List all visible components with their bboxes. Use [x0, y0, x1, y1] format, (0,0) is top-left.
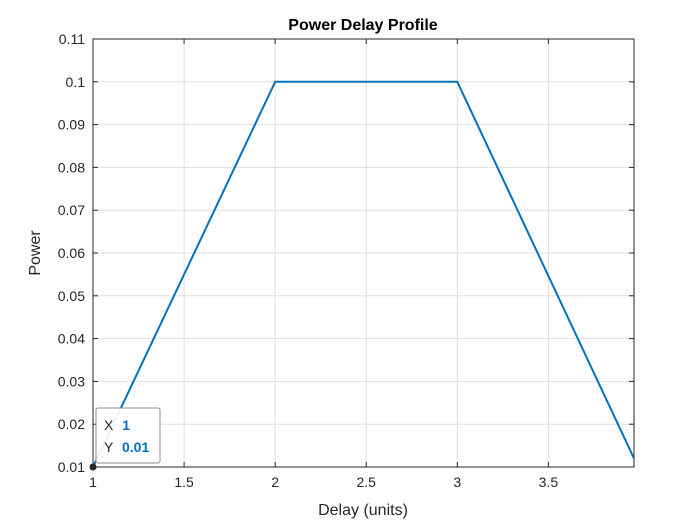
y-tick-label: 0.01: [58, 459, 85, 475]
data-tip-marker[interactable]: [89, 463, 97, 471]
y-tick-label: 0.1: [66, 74, 86, 90]
series-layer: [92, 80, 635, 468]
data-tip-box: [95, 407, 161, 464]
x-axis-label: Delay (units): [318, 502, 408, 519]
y-tick-label: 0.04: [58, 331, 85, 347]
data-tip-y-value: 0.01: [122, 439, 149, 455]
y-tick-label: 0.11: [59, 31, 85, 47]
data-tip-x-row: X 1: [104, 417, 130, 433]
data-tip[interactable]: X 1 Y 0.01: [89, 407, 161, 471]
x-tick-label: 3.5: [539, 474, 559, 490]
data-tip-x-label: X: [104, 417, 114, 433]
y-tick-label: 0.09: [58, 117, 85, 133]
x-tick-label: 2.5: [356, 474, 376, 490]
y-tick-label: 0.08: [58, 159, 85, 175]
x-tick-label: 1: [89, 474, 97, 490]
y-tick-label: 0.03: [58, 373, 85, 389]
data-tip-x-value: 1: [122, 417, 130, 433]
y-tick-label: 0.07: [58, 202, 85, 218]
y-tick-label: 0.05: [58, 288, 85, 304]
y-tick-label: 0.02: [58, 416, 85, 432]
axis-ticks: 1 1.5 2 2.5 3 3.5 0.01 0.02 0.03 0.04 0.05 0.06 0.07…: [58, 31, 634, 490]
series-line: [92, 80, 635, 468]
data-tip-y-label: Y: [104, 439, 114, 455]
data-tip-y-row: Y 0.01: [104, 439, 149, 455]
y-tick-label: 0.06: [58, 245, 85, 261]
y-axis-label: Power: [27, 230, 44, 276]
grid: [92, 38, 634, 468]
x-tick-label: 2: [271, 474, 279, 490]
x-tick-label: 1.5: [174, 474, 194, 490]
x-tick-label: 3: [453, 474, 461, 490]
chart-title: Power Delay Profile: [288, 17, 437, 34]
